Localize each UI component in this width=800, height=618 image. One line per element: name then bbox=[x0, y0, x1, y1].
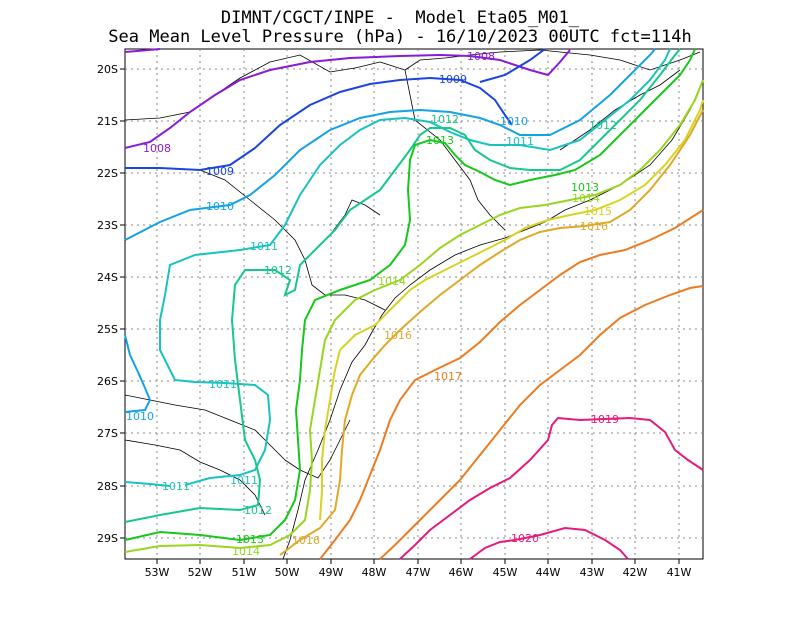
lat-tick-label: 25S bbox=[97, 323, 118, 336]
isobar-1011 bbox=[159, 48, 671, 486]
isobar-label: 1013 bbox=[426, 134, 454, 147]
isobar-1019 bbox=[399, 416, 704, 560]
lat-tick-label: 27S bbox=[97, 427, 118, 440]
lat-tick-label: 22S bbox=[97, 167, 118, 180]
chart-title-line2: Sea Mean Level Pressure (hPa) - 16/10/20… bbox=[108, 27, 692, 47]
isobar-1020 bbox=[469, 526, 629, 560]
isobar-label: 1012 bbox=[264, 264, 292, 277]
isobar-label: 1013 bbox=[236, 533, 264, 546]
isobar-label: 1008 bbox=[143, 142, 171, 155]
isobar-1013 bbox=[124, 48, 696, 542]
lon-tick-labels: 53W 52W 51W 50W 49W 48W 47W 46W 45W 44W … bbox=[145, 566, 692, 579]
isobar-label: 1019 bbox=[591, 413, 619, 426]
isobar-1017 bbox=[319, 209, 704, 560]
lon-tick-label: 53W bbox=[145, 566, 170, 579]
isobar-label: 1011 bbox=[162, 480, 190, 493]
lat-tick-label: 20S bbox=[97, 63, 118, 76]
isobar-label: 1010 bbox=[206, 200, 234, 213]
isobar-1008-left bbox=[124, 48, 161, 53]
isobar-label: 1014 bbox=[232, 545, 260, 558]
isobar-label: 1016 bbox=[384, 329, 412, 342]
isobar-1008 bbox=[124, 49, 571, 149]
state-border bbox=[124, 394, 286, 461]
isobar-labels: 1008 1008 1009 1009 1010 1010 1010 1011 … bbox=[126, 50, 619, 558]
isobar-label: 1015 bbox=[584, 205, 612, 218]
lat-tick-label: 26S bbox=[97, 375, 118, 388]
lon-tick-label: 47W bbox=[406, 566, 431, 579]
chart-title-line1: DIMNT/CGCT/INPE - Model Eta05_M01_ bbox=[220, 8, 580, 28]
isobar-label: 1011 bbox=[209, 378, 237, 391]
isobar-label: 1009 bbox=[206, 165, 234, 178]
lon-tick-label: 45W bbox=[493, 566, 518, 579]
isobar-label: 1011 bbox=[506, 135, 534, 148]
isobar-1012 bbox=[124, 48, 681, 523]
lon-tick-label: 48W bbox=[362, 566, 387, 579]
isobar-label: 1014 bbox=[572, 192, 600, 205]
lon-tick-label: 50W bbox=[275, 566, 300, 579]
isobar-label: 1014 bbox=[378, 275, 406, 288]
lat-tick-label: 24S bbox=[97, 271, 118, 284]
isobar-label: 1016 bbox=[580, 220, 608, 233]
isobar-1009-ne bbox=[479, 48, 546, 83]
isobar-label: 1020 bbox=[511, 532, 539, 545]
lon-tick-label: 52W bbox=[188, 566, 213, 579]
lat-tick-labels: 20S 21S 22S 23S 24S 25S 26S 27S 28S 29S bbox=[97, 63, 118, 545]
lon-tick-label: 49W bbox=[319, 566, 344, 579]
lon-tick-label: 43W bbox=[580, 566, 605, 579]
lon-tick-label: 41W bbox=[667, 566, 692, 579]
lon-tick-label: 42W bbox=[623, 566, 648, 579]
isobar-label: 1011 bbox=[250, 240, 278, 253]
isobar-label: 1009 bbox=[439, 73, 467, 86]
isobar-label: 1017 bbox=[434, 370, 462, 383]
isobar-label: 1012 bbox=[244, 504, 272, 517]
isobar-1014 bbox=[124, 79, 704, 553]
isobar-label: 1010 bbox=[500, 115, 528, 128]
lon-tick-label: 46W bbox=[449, 566, 474, 579]
isobar-1010-sw bbox=[124, 334, 152, 413]
lat-tick-label: 23S bbox=[97, 219, 118, 232]
state-border bbox=[124, 439, 266, 516]
isobar-lines bbox=[124, 48, 704, 560]
lon-tick-label: 44W bbox=[536, 566, 561, 579]
isobar-1009 bbox=[125, 76, 513, 172]
lon-tick-label: 51W bbox=[232, 566, 257, 579]
isobar-1018 bbox=[379, 285, 704, 560]
state-border bbox=[284, 419, 351, 479]
isobar-label: 1016 bbox=[292, 534, 320, 547]
isobar-1011-w bbox=[124, 481, 171, 487]
isobar-label: 1012 bbox=[589, 119, 617, 132]
lat-tick-label: 28S bbox=[97, 480, 118, 493]
lat-tick-label: 29S bbox=[97, 532, 118, 545]
isobar-label: 1012 bbox=[431, 113, 459, 126]
isobar-label: 1013 bbox=[571, 181, 599, 194]
axis-ticks bbox=[120, 68, 680, 564]
isobar-label: 1010 bbox=[126, 410, 154, 423]
isobar-label: 1011 bbox=[230, 474, 258, 487]
isobar-1010 bbox=[124, 48, 656, 241]
lat-tick-label: 21S bbox=[97, 115, 118, 128]
isobar-1015 bbox=[319, 99, 704, 521]
isobar-label: 1008 bbox=[467, 50, 495, 63]
isobar-1016 bbox=[279, 109, 704, 556]
